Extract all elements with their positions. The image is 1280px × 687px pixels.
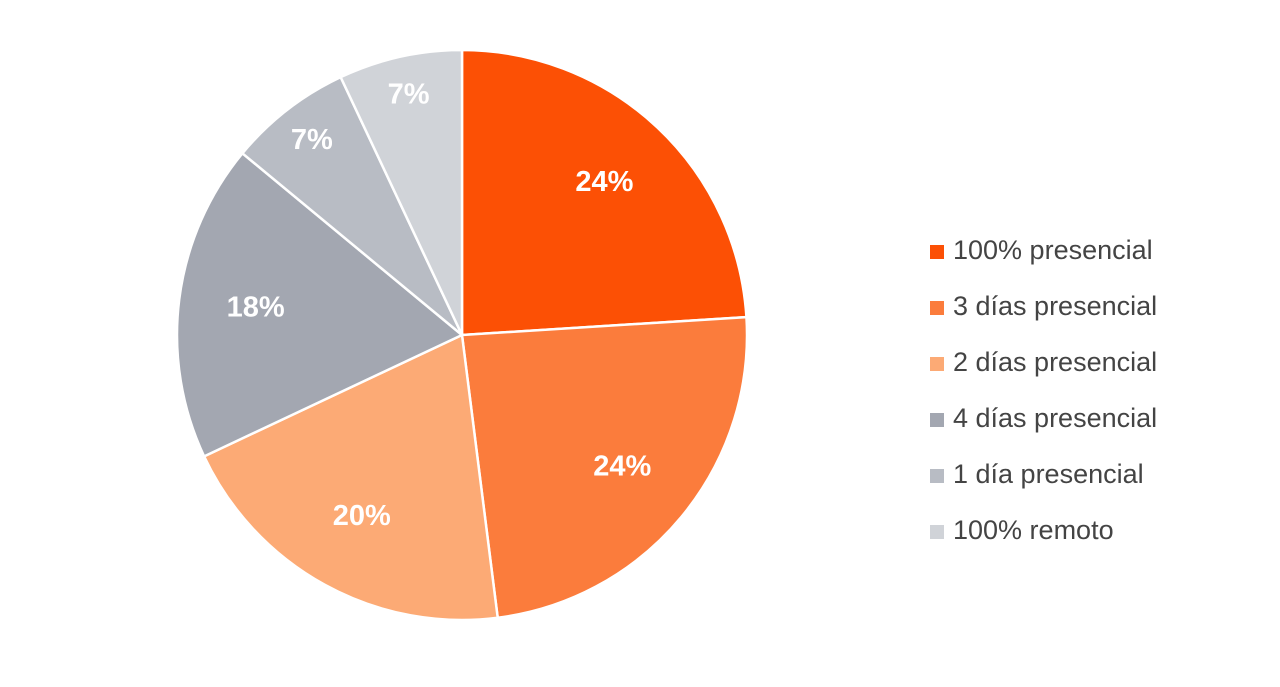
- pie-slice: [460, 315, 749, 620]
- pie-slice: [338, 48, 464, 336]
- data-label: 7%: [291, 124, 333, 156]
- data-label: 7%: [388, 78, 430, 110]
- pie-slice: [202, 333, 500, 622]
- legend-label: 2 días presencial: [953, 347, 1157, 377]
- data-label: 24%: [575, 166, 633, 198]
- legend-label: 1 día presencial: [953, 459, 1144, 489]
- data-label: 20%: [333, 500, 391, 532]
- data-label: 18%: [227, 292, 285, 324]
- pie-slice: [460, 48, 748, 337]
- pie-slice: [175, 151, 465, 459]
- legend-swatch: [930, 413, 944, 427]
- data-label: 24%: [593, 450, 651, 482]
- pie-slice: [240, 75, 464, 336]
- legend-swatch: [930, 301, 944, 315]
- legend-swatch: [930, 525, 944, 539]
- legend-label: 3 días presencial: [953, 291, 1157, 321]
- legend-swatch: [930, 357, 944, 371]
- legend-label: 100% presencial: [953, 235, 1153, 265]
- legend-swatch: [930, 245, 944, 259]
- legend-swatch: [930, 469, 944, 483]
- legend-label: 100% remoto: [953, 515, 1114, 545]
- legend-label: 4 días presencial: [953, 403, 1157, 433]
